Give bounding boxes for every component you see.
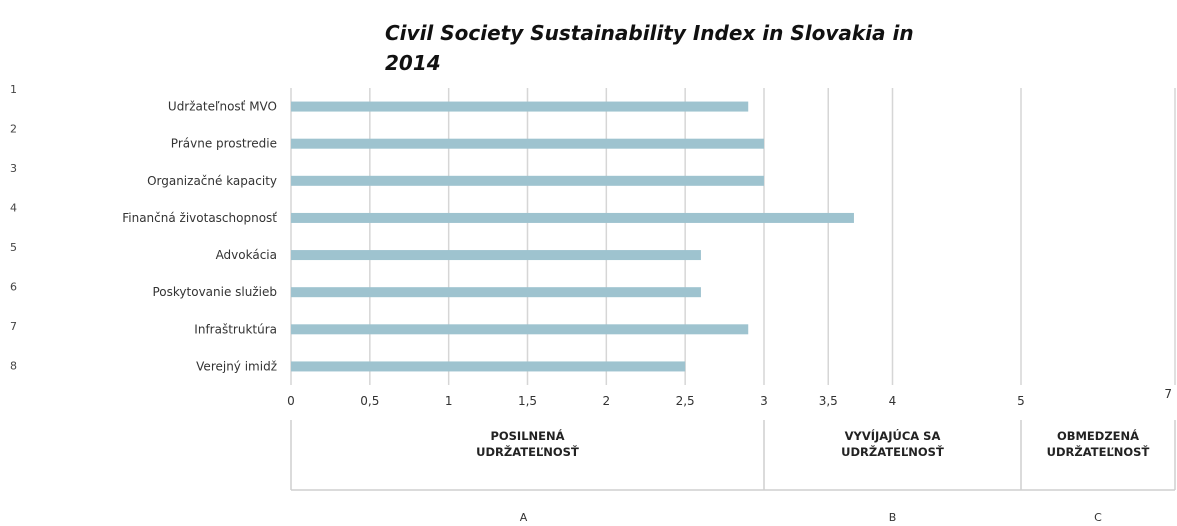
chart-title-line-1: Civil Society Sustainability Index in Sl… bbox=[385, 21, 914, 45]
x-tick-label: 3 bbox=[760, 394, 768, 408]
x-tick-label: 2,5 bbox=[676, 394, 695, 408]
x-tick-label: 4 bbox=[889, 394, 897, 408]
category-label: Právne prostredie bbox=[171, 137, 277, 151]
category-label: Verejný imidž bbox=[196, 359, 277, 373]
band-label: VYVÍJAJÚCA SA bbox=[845, 428, 941, 443]
band-letter: B bbox=[889, 511, 897, 524]
grid-lines bbox=[290, 88, 1176, 385]
band-letter: A bbox=[520, 511, 528, 524]
band-label: POSILNENÁ bbox=[490, 428, 564, 443]
bar bbox=[291, 138, 764, 149]
row-number: 7 bbox=[10, 320, 17, 333]
bar bbox=[291, 324, 749, 335]
category-label: Organizačné kapacity bbox=[147, 174, 277, 188]
row-number: 4 bbox=[10, 202, 17, 215]
bar bbox=[291, 250, 701, 261]
x-tick-label: 3,5 bbox=[819, 394, 838, 408]
category-labels: Udržateľnosť MVO 1 Právne prostredie 2 Organ… bbox=[10, 83, 277, 373]
row-number: 2 bbox=[10, 123, 17, 136]
row-number: 8 bbox=[10, 360, 17, 373]
band-label: UDRŽATEĽNOSŤ bbox=[841, 444, 944, 459]
category-label: Finančná životaschopnosť bbox=[122, 211, 277, 225]
bar bbox=[291, 361, 686, 372]
row-number: 6 bbox=[10, 281, 17, 294]
band-label: UDRŽATEĽNOSŤ bbox=[476, 444, 579, 459]
x-tick-label: 0,5 bbox=[360, 394, 379, 408]
bar bbox=[291, 212, 854, 223]
x-tick-labels: 0 0,5 1 1,5 2 2,5 3 3,5 4 5 7 bbox=[287, 387, 1172, 408]
bars bbox=[291, 101, 854, 372]
chart-title-line-2: 2014 bbox=[385, 51, 441, 75]
x-tick-label: 2 bbox=[603, 394, 611, 408]
x-tick-label: 0 bbox=[287, 394, 295, 408]
bar bbox=[291, 287, 701, 298]
x-tick-label: 7 bbox=[1164, 387, 1172, 401]
row-number: 1 bbox=[10, 83, 17, 96]
category-label: Poskytovanie služieb bbox=[153, 285, 278, 299]
x-tick-label: 5 bbox=[1017, 394, 1025, 408]
category-label: Advokácia bbox=[216, 248, 277, 262]
band-letter: C bbox=[1094, 511, 1102, 524]
category-label: Infraštruktúra bbox=[194, 322, 277, 336]
band-label: OBMEDZENÁ bbox=[1057, 428, 1139, 443]
category-label: Udržateľnosť MVO bbox=[168, 100, 277, 114]
row-number: 3 bbox=[10, 162, 17, 175]
bar bbox=[291, 101, 749, 112]
x-tick-label: 1,5 bbox=[518, 394, 537, 408]
bar bbox=[291, 175, 764, 186]
band-label: UDRŽATEĽNOSŤ bbox=[1047, 444, 1150, 459]
x-tick-label: 1 bbox=[445, 394, 453, 408]
row-number: 5 bbox=[10, 241, 17, 254]
